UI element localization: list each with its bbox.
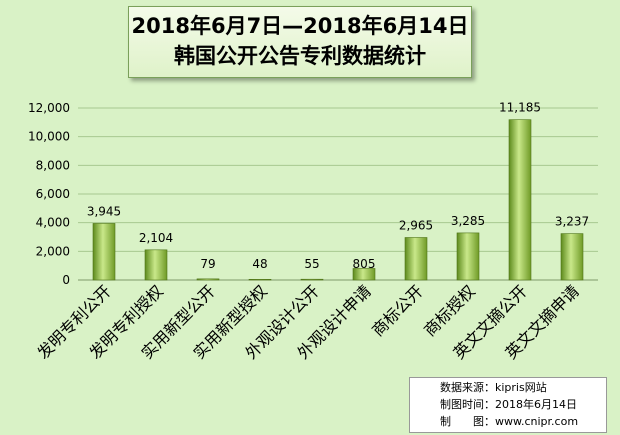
y-tick-label: 0 [62, 273, 70, 287]
y-tick-label: 10,000 [28, 130, 70, 144]
data-label: 3,945 [87, 204, 121, 218]
data-label: 805 [353, 257, 376, 271]
bar [561, 234, 583, 280]
bar [145, 250, 167, 280]
data-label: 2,104 [139, 231, 173, 245]
footer-box: 数据来源：kipris网站 制图时间：2018年6月14日 制 图：www.cn… [409, 377, 607, 433]
data-label: 2,965 [399, 219, 433, 233]
x-axis-ticks: 发明专利公开发明专利授权实用新型公开实用新型授权外观设计公开外观设计申请商标公开… [34, 281, 583, 362]
footer-time: 制图时间：2018年6月14日 [440, 396, 606, 413]
data-label: 3,237 [555, 215, 589, 229]
footer-source: 数据来源：kipris网站 [440, 379, 606, 396]
bar [197, 279, 219, 280]
y-tick-label: 12,000 [28, 101, 70, 115]
y-tick-label: 6,000 [36, 187, 70, 201]
bar [93, 223, 115, 280]
bar [457, 233, 479, 280]
bars [93, 120, 583, 280]
data-label: 3,285 [451, 214, 485, 228]
data-label: 11,185 [499, 101, 541, 115]
bar [301, 279, 323, 280]
bar [249, 279, 271, 280]
bar [405, 238, 427, 280]
footer-maker: 制 图：www.cnipr.com [440, 413, 606, 430]
y-axis-ticks: 0 2,000 4,000 6,000 8,000 10,000 12,000 [28, 101, 70, 287]
data-label: 79 [200, 257, 215, 271]
data-label: 55 [304, 257, 319, 271]
bar [509, 120, 531, 280]
y-tick-label: 4,000 [36, 216, 70, 230]
y-tick-label: 2,000 [36, 244, 70, 258]
y-tick-label: 8,000 [36, 158, 70, 172]
data-label: 48 [252, 257, 267, 271]
x-tick-label: 商标公开 [368, 281, 427, 340]
